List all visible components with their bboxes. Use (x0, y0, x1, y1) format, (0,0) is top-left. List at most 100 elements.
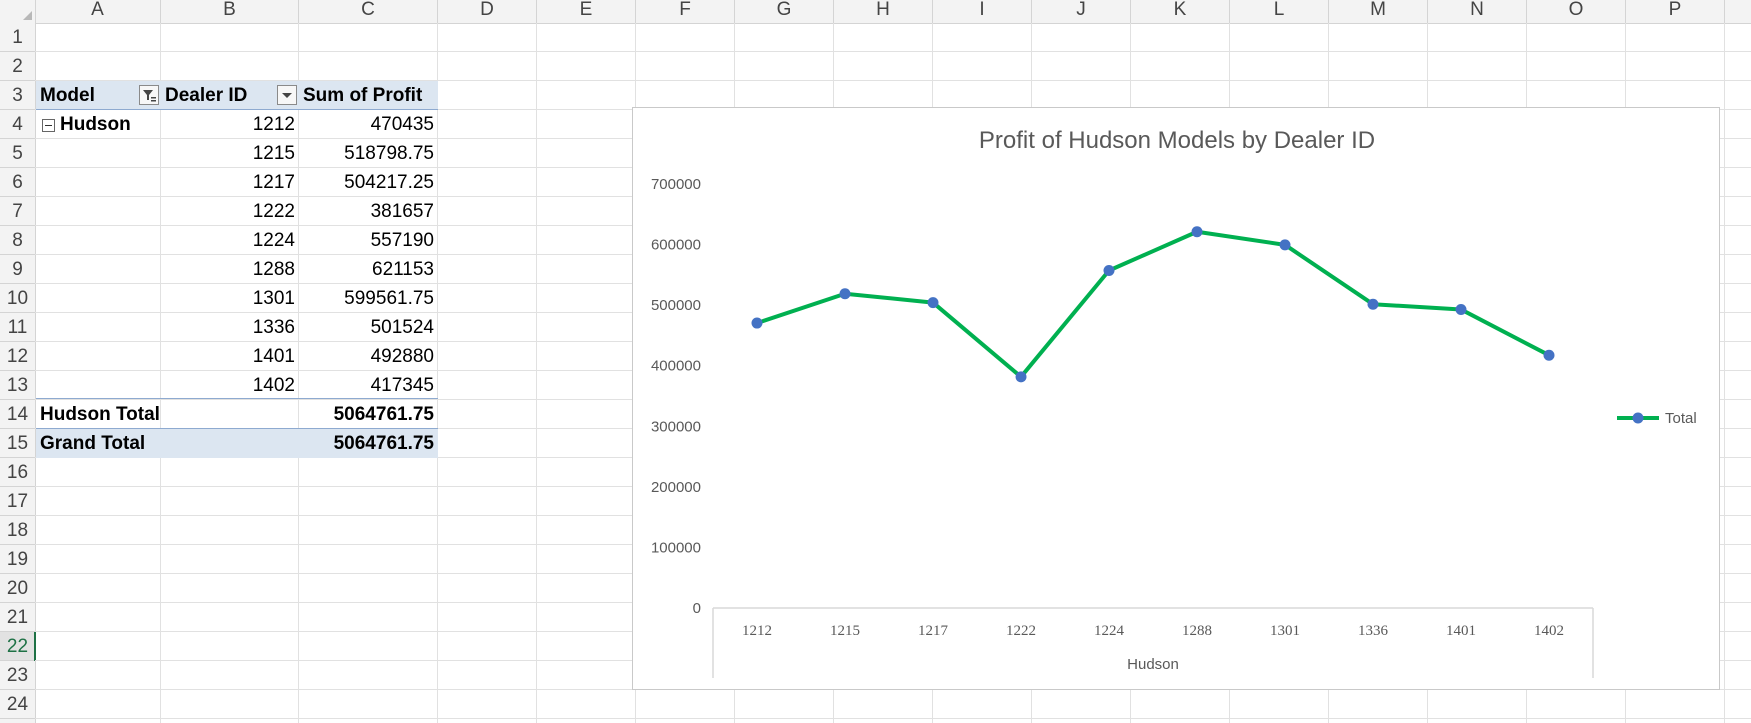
column-gridline (437, 23, 438, 723)
chart-title: Profit of Hudson Models by Dealer ID (979, 127, 1375, 154)
y-tick-label: 700000 (651, 176, 701, 193)
data-point (927, 297, 939, 309)
column-header-i[interactable]: I (933, 0, 1032, 23)
select-all-corner[interactable] (0, 0, 36, 23)
x-tick-label: 1336 (1358, 623, 1389, 639)
pivot-profit-value[interactable]: 501524 (370, 317, 434, 338)
line-chart[interactable]: Profit of Hudson Models by Dealer ID 0 100… (632, 107, 1720, 690)
column-gridline (536, 23, 537, 723)
series-line-total (756, 229, 1550, 379)
row-header-6[interactable]: 6 (0, 168, 35, 197)
column-header-o[interactable]: O (1527, 0, 1626, 23)
column-header-bar (0, 0, 1751, 24)
collapse-icon[interactable] (42, 119, 55, 132)
pivot-profit-value[interactable]: 470435 (370, 114, 434, 135)
row-header-23[interactable]: 23 (0, 661, 35, 690)
row-header-19[interactable]: 19 (0, 545, 35, 574)
pivot-profit-value[interactable]: 417345 (370, 375, 434, 396)
column-header-l[interactable]: L (1230, 0, 1329, 23)
pivot-dealer-id[interactable]: 1217 (252, 172, 295, 193)
pivot-profit-value[interactable]: 381657 (370, 201, 434, 222)
column-header-h[interactable]: H (834, 0, 933, 23)
row-header-20[interactable]: 20 (0, 574, 35, 603)
pivot-header-sum-of-profit[interactable]: Sum of Profit (299, 81, 438, 110)
pivot-grandtotal-value[interactable]: 5064761.75 (299, 429, 438, 458)
pivot-dealer-id[interactable]: 1288 (252, 259, 295, 280)
data-point (751, 317, 763, 329)
x-tick-label: 1212 (742, 623, 772, 639)
row-header-4[interactable]: 4 (0, 110, 35, 139)
y-tick-label: 100000 (651, 539, 701, 556)
pivot-profit-value[interactable]: 492880 (370, 346, 434, 367)
row-header-3[interactable]: 3 (0, 81, 35, 110)
x-tick-label: 1288 (1182, 623, 1212, 639)
pivot-dealer-id[interactable]: 1222 (252, 201, 295, 222)
pivot-subtotal-value[interactable]: 5064761.75 (333, 404, 434, 425)
y-tick-label: 400000 (651, 358, 701, 375)
row-gridline (35, 718, 1751, 719)
pivot-dealer-id[interactable]: 1215 (252, 143, 295, 164)
column-header-n[interactable]: N (1428, 0, 1527, 23)
pivot-profit-value[interactable]: 621153 (372, 259, 434, 280)
row-header-22[interactable]: 22 (0, 632, 36, 661)
row-header-21[interactable]: 21 (0, 603, 35, 632)
row-header-13[interactable]: 13 (0, 371, 35, 400)
dropdown-arrow-icon[interactable] (277, 85, 297, 105)
column-header-a[interactable]: A (35, 0, 161, 23)
pivot-header-dealer-id[interactable]: Dealer ID (161, 81, 299, 110)
row-header-14[interactable]: 14 (0, 400, 35, 429)
row-header-1[interactable]: 1 (0, 23, 35, 52)
y-tick-label: 200000 (651, 479, 701, 496)
row-header-2[interactable]: 2 (0, 52, 35, 81)
x-tick-label: 1402 (1534, 623, 1564, 639)
row-header-16[interactable]: 16 (0, 458, 35, 487)
column-header-p[interactable]: P (1626, 0, 1725, 23)
data-point (839, 288, 851, 300)
row-header-15[interactable]: 15 (0, 429, 35, 458)
pivot-profit-value[interactable]: 504217.25 (344, 172, 434, 193)
column-header-d[interactable]: D (438, 0, 537, 23)
row-header-10[interactable]: 10 (0, 284, 35, 313)
row-header-7[interactable]: 7 (0, 197, 35, 226)
pivot-grandtotal-label[interactable]: Grand Total (36, 429, 299, 458)
column-header-c[interactable]: C (299, 0, 438, 23)
filter-active-icon[interactable] (139, 85, 159, 105)
column-header-f[interactable]: F (636, 0, 735, 23)
pivot-dealer-id[interactable]: 1402 (252, 375, 295, 396)
pivot-dealer-id[interactable]: 1212 (252, 114, 295, 135)
pivot-dealer-id[interactable]: 1336 (252, 317, 295, 338)
row-header-11[interactable]: 11 (0, 313, 35, 342)
x-tick-label: 1301 (1270, 623, 1300, 639)
column-header-g[interactable]: G (735, 0, 834, 23)
pivot-profit-value[interactable]: 518798.75 (344, 143, 434, 164)
row-header-8[interactable]: 8 (0, 226, 35, 255)
column-header-e[interactable]: E (537, 0, 636, 23)
row-header-5[interactable]: 5 (0, 139, 35, 168)
data-point (1103, 265, 1115, 277)
row-header-18[interactable]: 18 (0, 516, 35, 545)
column-header-j[interactable]: J (1032, 0, 1131, 23)
pivot-profit-value[interactable]: 599561.75 (344, 288, 434, 309)
data-point (1015, 371, 1027, 383)
y-tick-label: 500000 (651, 297, 701, 314)
data-point (1543, 349, 1555, 361)
pivot-dealer-id[interactable]: 1401 (252, 346, 295, 367)
column-header-k[interactable]: K (1131, 0, 1230, 23)
row-header-24[interactable]: 24 (0, 690, 35, 719)
row-header-9[interactable]: 9 (0, 255, 35, 284)
pivot-subtotal-label[interactable]: Hudson Total (40, 404, 160, 425)
pivot-group-label[interactable]: Hudson (60, 114, 131, 135)
pivot-dealer-id[interactable]: 1301 (252, 288, 295, 309)
data-point (1455, 303, 1467, 315)
column-header-m[interactable]: M (1329, 0, 1428, 23)
pivot-grandtotal-divider (36, 428, 438, 429)
pivot-dealer-id[interactable]: 1224 (252, 230, 295, 251)
data-point (1367, 298, 1379, 310)
row-header-bar (0, 23, 36, 723)
column-gridline (160, 23, 161, 723)
row-header-17[interactable]: 17 (0, 487, 35, 516)
pivot-profit-value[interactable]: 557190 (370, 230, 434, 251)
row-header-12[interactable]: 12 (0, 342, 35, 371)
column-header-b[interactable]: B (161, 0, 299, 23)
